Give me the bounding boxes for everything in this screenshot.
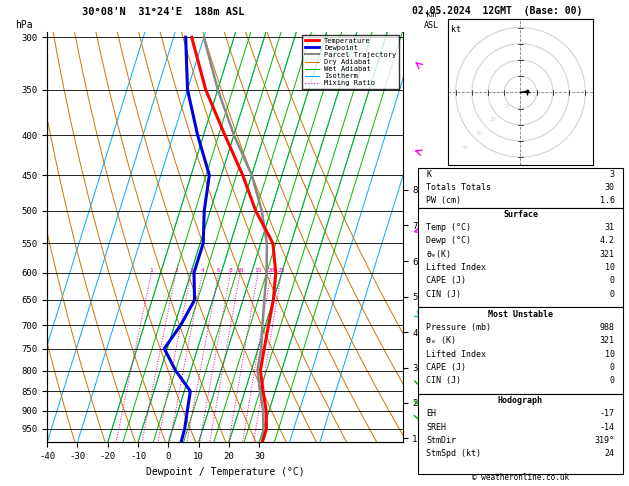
- Text: 30°08'N  31°24'E  188m ASL: 30°08'N 31°24'E 188m ASL: [82, 7, 244, 17]
- Legend: Temperature, Dewpoint, Parcel Trajectory, Dry Adiabat, Wet Adiabat, Isotherm, Mi: Temperature, Dewpoint, Parcel Trajectory…: [302, 35, 399, 89]
- Text: 319°: 319°: [594, 436, 615, 445]
- Text: 0: 0: [610, 363, 615, 372]
- Text: Most Unstable: Most Unstable: [488, 310, 553, 319]
- Text: K: K: [426, 170, 431, 179]
- Text: 24: 24: [604, 450, 615, 458]
- Bar: [418, 394, 623, 474]
- Bar: [418, 208, 623, 308]
- Text: StmDir: StmDir: [426, 436, 457, 445]
- Text: 40: 40: [462, 145, 469, 150]
- Text: 6: 6: [217, 268, 220, 273]
- Text: 1: 1: [150, 268, 153, 273]
- Text: 10: 10: [604, 349, 615, 359]
- Text: Surface: Surface: [503, 210, 538, 219]
- Text: CAPE (J): CAPE (J): [426, 277, 467, 285]
- Text: 10: 10: [503, 104, 510, 108]
- Text: 30: 30: [604, 183, 615, 192]
- Bar: [418, 308, 623, 394]
- Text: SREH: SREH: [426, 423, 447, 432]
- Text: Hodograph: Hodograph: [498, 396, 543, 405]
- Y-axis label: Mixing Ratio (g/kg): Mixing Ratio (g/kg): [420, 190, 429, 284]
- Bar: [418, 168, 623, 208]
- Text: 3: 3: [610, 170, 615, 179]
- Text: Lifted Index: Lifted Index: [426, 349, 486, 359]
- Text: Lifted Index: Lifted Index: [426, 263, 486, 272]
- Text: 10: 10: [604, 263, 615, 272]
- Text: 3: 3: [189, 268, 193, 273]
- Text: CIN (J): CIN (J): [426, 376, 462, 385]
- Text: km
ASL: km ASL: [423, 10, 438, 30]
- Text: 20: 20: [489, 118, 496, 122]
- Text: 10: 10: [237, 268, 244, 273]
- Text: 20: 20: [267, 268, 275, 273]
- Text: Totals Totals: Totals Totals: [426, 183, 491, 192]
- Text: EH: EH: [426, 409, 437, 418]
- Text: StmSpd (kt): StmSpd (kt): [426, 450, 481, 458]
- Text: 2: 2: [174, 268, 178, 273]
- Text: -14: -14: [599, 423, 615, 432]
- Text: θₑ (K): θₑ (K): [426, 336, 457, 345]
- Text: © weatheronline.co.uk: © weatheronline.co.uk: [472, 473, 569, 482]
- Text: 321: 321: [599, 250, 615, 259]
- Text: 321: 321: [599, 336, 615, 345]
- Text: Pressure (mb): Pressure (mb): [426, 323, 491, 332]
- Text: θₑ(K): θₑ(K): [426, 250, 452, 259]
- Text: 8: 8: [229, 268, 233, 273]
- Text: 31: 31: [604, 223, 615, 232]
- Text: -17: -17: [599, 409, 615, 418]
- Text: 15: 15: [254, 268, 262, 273]
- Text: 988: 988: [599, 323, 615, 332]
- Text: 0: 0: [610, 376, 615, 385]
- Text: 25: 25: [277, 268, 285, 273]
- X-axis label: Dewpoint / Temperature (°C): Dewpoint / Temperature (°C): [145, 467, 304, 477]
- Text: 4: 4: [201, 268, 204, 273]
- Text: kt: kt: [450, 25, 460, 35]
- Text: CAPE (J): CAPE (J): [426, 363, 467, 372]
- Text: 0: 0: [610, 290, 615, 298]
- Text: hPa: hPa: [15, 19, 33, 30]
- Text: 0: 0: [610, 277, 615, 285]
- Text: 4.2: 4.2: [599, 236, 615, 245]
- Text: Temp (°C): Temp (°C): [426, 223, 472, 232]
- Text: 30: 30: [476, 131, 482, 136]
- Text: PW (cm): PW (cm): [426, 196, 462, 206]
- Text: 1.6: 1.6: [599, 196, 615, 206]
- Text: 02.05.2024  12GMT  (Base: 00): 02.05.2024 12GMT (Base: 00): [412, 5, 582, 16]
- Text: Dewp (°C): Dewp (°C): [426, 236, 472, 245]
- Text: CIN (J): CIN (J): [426, 290, 462, 298]
